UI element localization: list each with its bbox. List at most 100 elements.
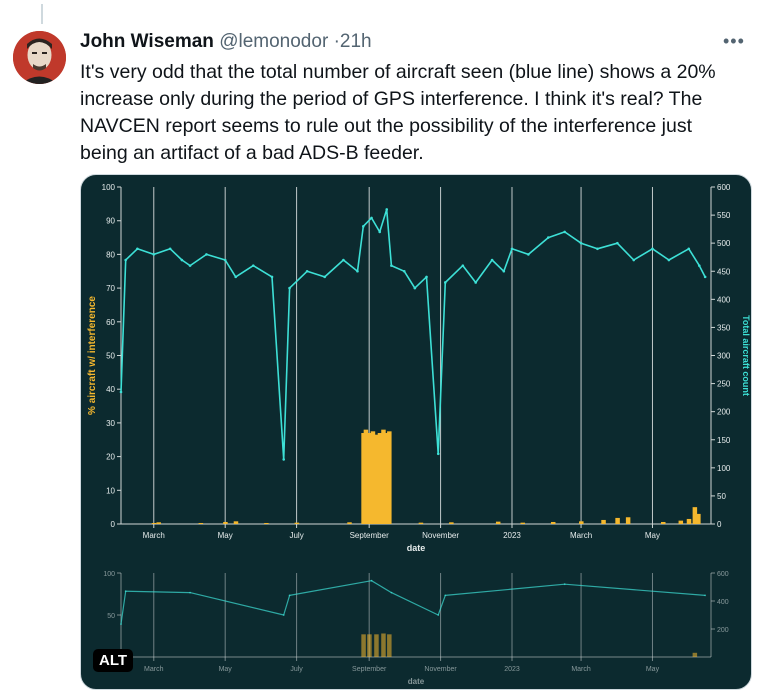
- aircraft-count-point: [120, 623, 122, 625]
- aircraft-count-point: [390, 264, 393, 267]
- left-axis-tick-label: 90: [106, 217, 115, 226]
- aircraft-count-point: [370, 216, 373, 220]
- interference-bar: [678, 520, 684, 524]
- interference-bar: [381, 633, 386, 657]
- author-handle[interactable]: @lemonodor: [219, 31, 329, 52]
- right-axis-tick-label: 350: [717, 323, 731, 332]
- more-horizontal-icon[interactable]: •••: [723, 31, 745, 51]
- left-axis-tick-label: 30: [106, 419, 115, 428]
- left-axis-tick-label: 80: [106, 250, 115, 259]
- x-axis-tick-label: July: [289, 531, 303, 540]
- aircraft-count-point: [251, 264, 255, 267]
- interference-bar: [374, 634, 379, 657]
- tweet-text: It's very odd that the total number of a…: [80, 59, 760, 167]
- right-axis-tick-label: 400: [717, 295, 731, 304]
- aircraft-count-point: [223, 258, 227, 262]
- aircraft-interference-chart: 0 10 20 30 40 50 60 70 80 90 100 0 50 100 150 200 250 300…: [87, 183, 751, 686]
- left-axis-tick-label: 50: [106, 352, 115, 361]
- interference-bar: [601, 519, 606, 524]
- aircraft-count-point: [168, 247, 172, 251]
- interference-bar: [223, 521, 228, 524]
- aircraft-count-point: [502, 269, 506, 273]
- interference-bar: [198, 522, 204, 524]
- interference-bar: [579, 521, 584, 524]
- interference-bar: [363, 429, 369, 524]
- aircraft-count-point: [632, 258, 636, 262]
- aircraft-count-point: [370, 579, 373, 582]
- interference-bar: [156, 522, 161, 524]
- aircraft-count-point: [703, 275, 707, 279]
- interference-bar: [418, 522, 424, 524]
- interference-bar: [374, 434, 379, 524]
- interference-bar: [367, 433, 372, 524]
- aircraft-count-point: [651, 247, 654, 251]
- tweet-timestamp[interactable]: 21h: [339, 31, 372, 52]
- aircraft-count-point: [362, 225, 365, 228]
- left-axis-title: % aircraft w/ interference: [87, 296, 98, 415]
- aircraft-count-point: [425, 275, 428, 279]
- aircraft-count-point: [124, 258, 127, 262]
- aircraft-count-point: [697, 264, 701, 267]
- aircraft-count-point: [563, 583, 566, 586]
- left-axis-tick-label: 40: [106, 385, 115, 394]
- interference-bar: [520, 522, 526, 524]
- author-name[interactable]: John Wiseman: [80, 31, 214, 52]
- alt-text-badge[interactable]: ALT: [93, 649, 134, 672]
- aircraft-count-point: [188, 264, 192, 267]
- aircraft-count-point: [461, 264, 465, 267]
- aircraft-count-point: [124, 590, 127, 593]
- x-axis-tick-label: May: [218, 531, 233, 540]
- right-axis-tick-label: 50: [717, 492, 726, 501]
- thread-connector-line: [41, 4, 43, 24]
- aircraft-count-point: [402, 269, 406, 273]
- interference-bar: [384, 433, 390, 524]
- interference-bar: [550, 521, 556, 524]
- aircraft-count-point: [704, 594, 707, 597]
- aircraft-count-point: [413, 286, 417, 290]
- tweet-text-line: NAVCEN report seems to rule out the poss…: [80, 115, 693, 137]
- x-axis-tick-label: July: [290, 666, 303, 673]
- aircraft-count-point: [282, 458, 286, 461]
- right-axis-tick-label: 200: [717, 627, 729, 634]
- tweet-media-image[interactable]: 0 10 20 30 40 50 60 70 80 90 100 0 50 100 150 200 250 300…: [80, 174, 752, 690]
- x-axis-tick-label: September: [352, 666, 387, 673]
- interference-bar: [625, 517, 631, 524]
- right-axis-tick-label: 300: [717, 352, 731, 361]
- aircraft-count-point: [474, 281, 478, 284]
- interference-bar: [661, 521, 666, 524]
- aircraft-count-point: [390, 591, 393, 594]
- aircraft-count-point: [437, 614, 440, 616]
- aircraft-count-point: [616, 241, 619, 245]
- tweet-header: John Wiseman @lemonodor ·21h: [80, 30, 372, 54]
- aircraft-count-point: [356, 269, 359, 273]
- aircraft-count-point: [444, 594, 447, 597]
- aircraft-count-point: [667, 258, 671, 262]
- interference-bar: [692, 652, 698, 657]
- aircraft-count-point: [342, 258, 345, 262]
- aircraft-count-point: [288, 594, 291, 597]
- tweet-text-line: increase only during the period of GPS i…: [80, 88, 703, 110]
- interference-bar: [696, 513, 701, 524]
- left-axis-tick-label: 100: [103, 571, 115, 578]
- aircraft-count-point: [152, 253, 156, 256]
- right-axis-tick-label: 600: [717, 183, 731, 192]
- interference-bar: [495, 521, 501, 524]
- avatar[interactable]: [13, 31, 66, 84]
- left-axis-tick-label: 70: [106, 284, 115, 293]
- interference-bar: [367, 634, 372, 657]
- left-axis-tick-label: 60: [106, 318, 115, 327]
- left-axis-tick-label: 50: [107, 613, 115, 620]
- x-axis-tick-label: November: [422, 531, 459, 540]
- aircraft-count-point: [305, 269, 309, 273]
- tweet-text-line: being an artifact of a bad ADS-B feeder.: [80, 142, 424, 164]
- x-axis-tick-label: May: [646, 666, 660, 673]
- aircraft-count-point: [270, 275, 274, 279]
- aircraft-count-line: [120, 580, 706, 625]
- aircraft-count-point: [234, 275, 238, 279]
- x-axis-tick-label: September: [350, 531, 389, 540]
- x-axis-tick-label: March: [570, 531, 592, 540]
- interference-bar: [692, 507, 698, 524]
- aircraft-count-point: [510, 247, 514, 251]
- aircraft-count-point: [136, 247, 139, 251]
- right-axis-tick-label: 250: [717, 380, 731, 389]
